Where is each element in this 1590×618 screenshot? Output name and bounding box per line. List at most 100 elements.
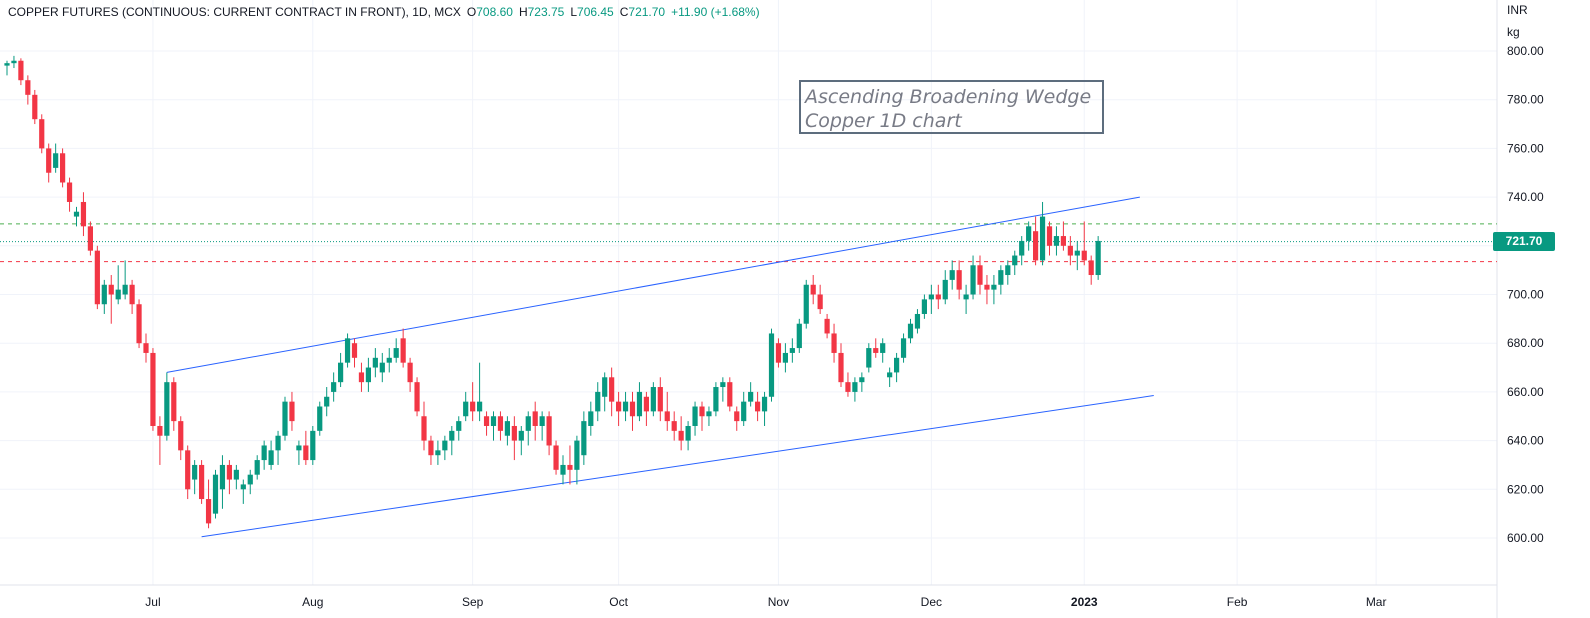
candle-body: [87, 226, 93, 251]
candle-body: [108, 284, 114, 295]
candle: [365, 357, 371, 392]
annotation-line-1: Ascending Broadening Wedge: [805, 86, 1092, 108]
candle: [567, 445, 573, 485]
candle-body: [212, 474, 219, 514]
candle: [532, 401, 538, 441]
candle: [80, 192, 87, 237]
candle: [977, 255, 983, 295]
candles: [4, 55, 1101, 529]
candle: [699, 401, 705, 431]
price-tick-label: 760.00: [1507, 141, 1544, 155]
candle: [928, 284, 934, 314]
candle: [643, 391, 649, 426]
candle: [775, 338, 782, 368]
candle-body: [338, 362, 344, 383]
candle: [428, 435, 434, 465]
candle-body: [226, 464, 232, 480]
candle-body: [247, 474, 253, 485]
candle: [581, 411, 587, 465]
candle: [414, 377, 420, 417]
candle: [94, 245, 100, 310]
candle: [539, 411, 545, 441]
candle-body: [303, 445, 309, 461]
candle-body: [39, 119, 45, 149]
candle: [136, 299, 142, 349]
candle: [233, 464, 239, 490]
candle-body: [956, 270, 962, 290]
candle-body: [984, 284, 990, 290]
candle: [1033, 216, 1039, 266]
candle-body: [1081, 250, 1087, 261]
candle-body: [991, 284, 997, 290]
candle-body: [192, 464, 198, 480]
candle-body: [1053, 236, 1060, 246]
candle-body: [275, 435, 281, 451]
candle-body: [1005, 265, 1011, 276]
candle-body: [907, 323, 914, 339]
candle-body: [970, 265, 976, 295]
annotation-line-2: Copper 1D chart: [805, 110, 962, 132]
candle-body: [73, 211, 80, 217]
candle: [1074, 240, 1080, 271]
symbol-title: COPPER FUTURES (CONTINUOUS: CURRENT CONT…: [8, 5, 461, 19]
candle-body: [407, 362, 413, 383]
candle-body: [178, 421, 184, 451]
candle: [894, 352, 900, 383]
candle: [859, 372, 865, 392]
candle: [1081, 221, 1087, 266]
candle: [907, 318, 914, 344]
candle: [199, 460, 205, 504]
candle-body: [1026, 226, 1032, 241]
candle-body: [748, 391, 754, 402]
trendline-lower: [201, 395, 1154, 538]
candle-body: [852, 382, 858, 392]
close-label: C: [619, 5, 629, 19]
chart-annotation[interactable]: Ascending Broadening Wedge Copper 1D cha…: [799, 80, 1104, 134]
candle: [768, 328, 775, 402]
candle: [25, 75, 31, 105]
candle-body: [782, 352, 788, 363]
candle: [852, 377, 858, 402]
candle: [755, 391, 761, 422]
open-value: 708.60: [476, 5, 513, 19]
candle-body: [532, 411, 538, 426]
candle: [289, 391, 295, 431]
candle-body: [1074, 250, 1080, 256]
candle-body: [344, 338, 351, 363]
price-tick-label: 700.00: [1507, 288, 1544, 302]
candle: [407, 357, 413, 392]
candle-body: [115, 289, 121, 300]
candle-body: [873, 348, 879, 353]
candle: [4, 60, 10, 76]
candle: [1053, 226, 1060, 256]
candle: [226, 460, 232, 495]
candle-body: [143, 343, 149, 353]
candle: [324, 387, 330, 417]
candle-body: [365, 367, 371, 383]
candle: [1060, 221, 1066, 251]
candle-body: [414, 382, 420, 412]
candle: [664, 391, 670, 431]
candle: [32, 89, 38, 125]
candle-body: [171, 382, 177, 422]
candle-body: [720, 382, 726, 388]
candle-body: [4, 63, 10, 66]
candle-body: [900, 338, 907, 358]
candle: [39, 114, 45, 154]
candle: [192, 460, 198, 495]
candle-body: [741, 401, 747, 422]
candle-body: [393, 348, 399, 358]
candle-body: [101, 284, 107, 305]
candle: [483, 411, 490, 436]
candle: [629, 391, 636, 431]
candle: [845, 372, 851, 397]
candle-body: [240, 484, 246, 490]
candle-body: [372, 357, 378, 368]
candle-body: [942, 279, 948, 300]
candle-body: [796, 323, 802, 349]
candle: [921, 294, 927, 319]
candle: [970, 255, 976, 300]
candle: [344, 333, 351, 368]
candle: [685, 421, 691, 451]
candle-body: [789, 348, 795, 353]
